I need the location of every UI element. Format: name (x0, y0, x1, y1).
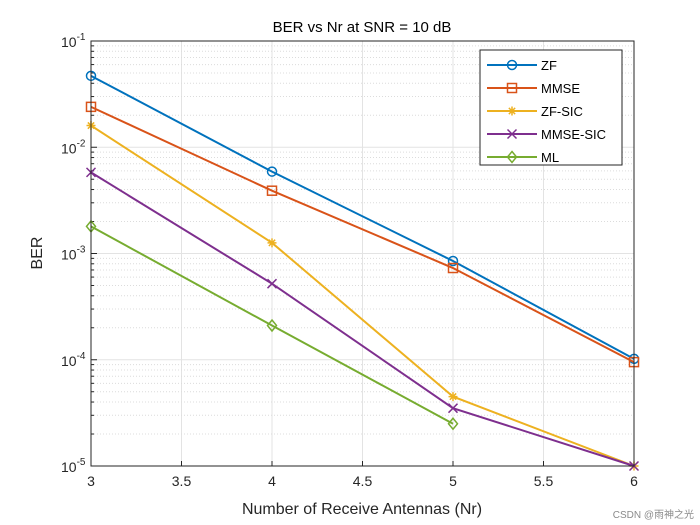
x-marker (266, 278, 278, 289)
x-axis-label: Number of Receive Antennas (Nr) (242, 501, 482, 518)
y-tick-label: 10-1 (61, 32, 86, 50)
x-tick-label: 6 (630, 473, 638, 489)
y-tick-exponent: -3 (77, 245, 86, 256)
legend-label: MMSE-SIC (541, 127, 606, 142)
asterisk-marker (448, 392, 458, 402)
square-marker (506, 82, 518, 94)
legend-label: ZF-SIC (541, 104, 583, 119)
legend-label: ZF (541, 58, 557, 73)
series-line (90, 171, 635, 467)
legend-entry: ML (487, 150, 559, 165)
x-tick-label: 5.5 (534, 473, 554, 489)
x-marker (447, 403, 459, 414)
y-tick-exponent: -2 (77, 138, 86, 149)
circle-marker (447, 255, 459, 267)
y-tick-base: 10 (61, 459, 77, 475)
series-zf-sic (86, 121, 639, 471)
y-axis-label: BER (29, 237, 46, 270)
y-tick-base: 10 (61, 247, 77, 263)
diamond-marker (447, 417, 459, 431)
series-line (90, 74, 635, 360)
series-line (90, 105, 635, 364)
y-tick-base: 10 (61, 353, 77, 369)
legend-entry: MMSE (487, 81, 580, 96)
legend-box (479, 49, 623, 166)
y-tick-exponent: -5 (77, 457, 86, 468)
legend-entry: ZF-SIC (487, 104, 583, 119)
legend-entry: MMSE-SIC (487, 127, 606, 142)
legend-label: ML (541, 150, 559, 165)
y-tick-base: 10 (61, 140, 77, 156)
y-tick-exponent: -1 (77, 32, 86, 43)
y-tick-label: 10-3 (61, 245, 86, 263)
x-tick-label: 4.5 (353, 473, 373, 489)
legend-entry: ZF (487, 58, 557, 73)
asterisk-marker (507, 106, 517, 116)
chart-title: BER vs Nr at SNR = 10 dB (273, 19, 452, 36)
circle-marker (266, 166, 278, 177)
series-line (90, 225, 454, 425)
y-tick-base: 10 (61, 34, 77, 50)
legend-label: MMSE (541, 81, 580, 96)
series-line (90, 124, 635, 467)
asterisk-marker (267, 238, 277, 248)
x-marker (506, 128, 518, 140)
square-marker (447, 262, 459, 274)
plot-area-frame (90, 40, 635, 467)
y-tick-label: 10-5 (61, 457, 86, 475)
x-tick-label: 3.5 (172, 473, 192, 489)
y-tick-label: 10-4 (61, 351, 86, 369)
x-tick-label: 4 (268, 473, 276, 489)
x-tick-label: 3 (87, 473, 95, 489)
watermark: CSDN @雨神之光 (612, 510, 694, 521)
diamond-marker (506, 150, 518, 164)
y-tick-exponent: -4 (77, 351, 86, 362)
x-tick-label: 5 (449, 473, 457, 489)
diamond-marker (266, 318, 278, 333)
circle-marker (506, 59, 518, 71)
y-tick-label: 10-2 (61, 138, 86, 156)
square-marker (266, 185, 278, 196)
